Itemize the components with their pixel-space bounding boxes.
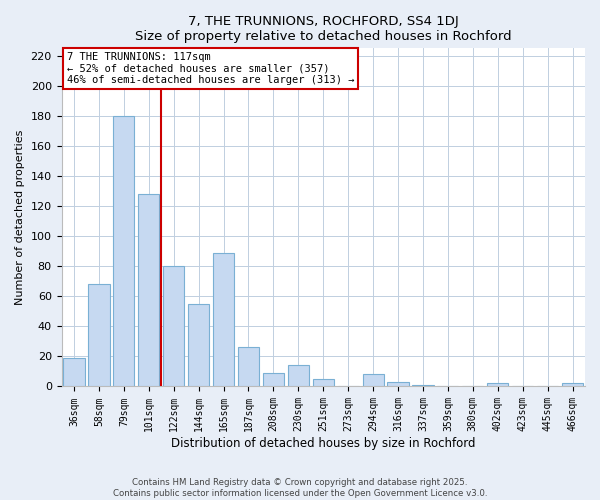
Bar: [238, 348, 259, 387]
Bar: [412, 385, 434, 386]
Title: 7, THE TRUNNIONS, ROCHFORD, SS4 1DJ
Size of property relative to detached houses: 7, THE TRUNNIONS, ROCHFORD, SS4 1DJ Size…: [135, 15, 512, 43]
Bar: [113, 116, 134, 386]
Bar: [487, 384, 508, 386]
Bar: [213, 252, 234, 386]
Bar: [288, 366, 309, 386]
Bar: [138, 194, 160, 386]
Bar: [263, 373, 284, 386]
Text: Contains HM Land Registry data © Crown copyright and database right 2025.
Contai: Contains HM Land Registry data © Crown c…: [113, 478, 487, 498]
Bar: [388, 382, 409, 386]
Y-axis label: Number of detached properties: Number of detached properties: [15, 130, 25, 305]
Bar: [163, 266, 184, 386]
Bar: [64, 358, 85, 386]
X-axis label: Distribution of detached houses by size in Rochford: Distribution of detached houses by size …: [171, 437, 476, 450]
Bar: [313, 379, 334, 386]
Bar: [362, 374, 384, 386]
Bar: [188, 304, 209, 386]
Bar: [562, 384, 583, 386]
Text: 7 THE TRUNNIONS: 117sqm
← 52% of detached houses are smaller (357)
46% of semi-d: 7 THE TRUNNIONS: 117sqm ← 52% of detache…: [67, 52, 354, 85]
Bar: [88, 284, 110, 386]
